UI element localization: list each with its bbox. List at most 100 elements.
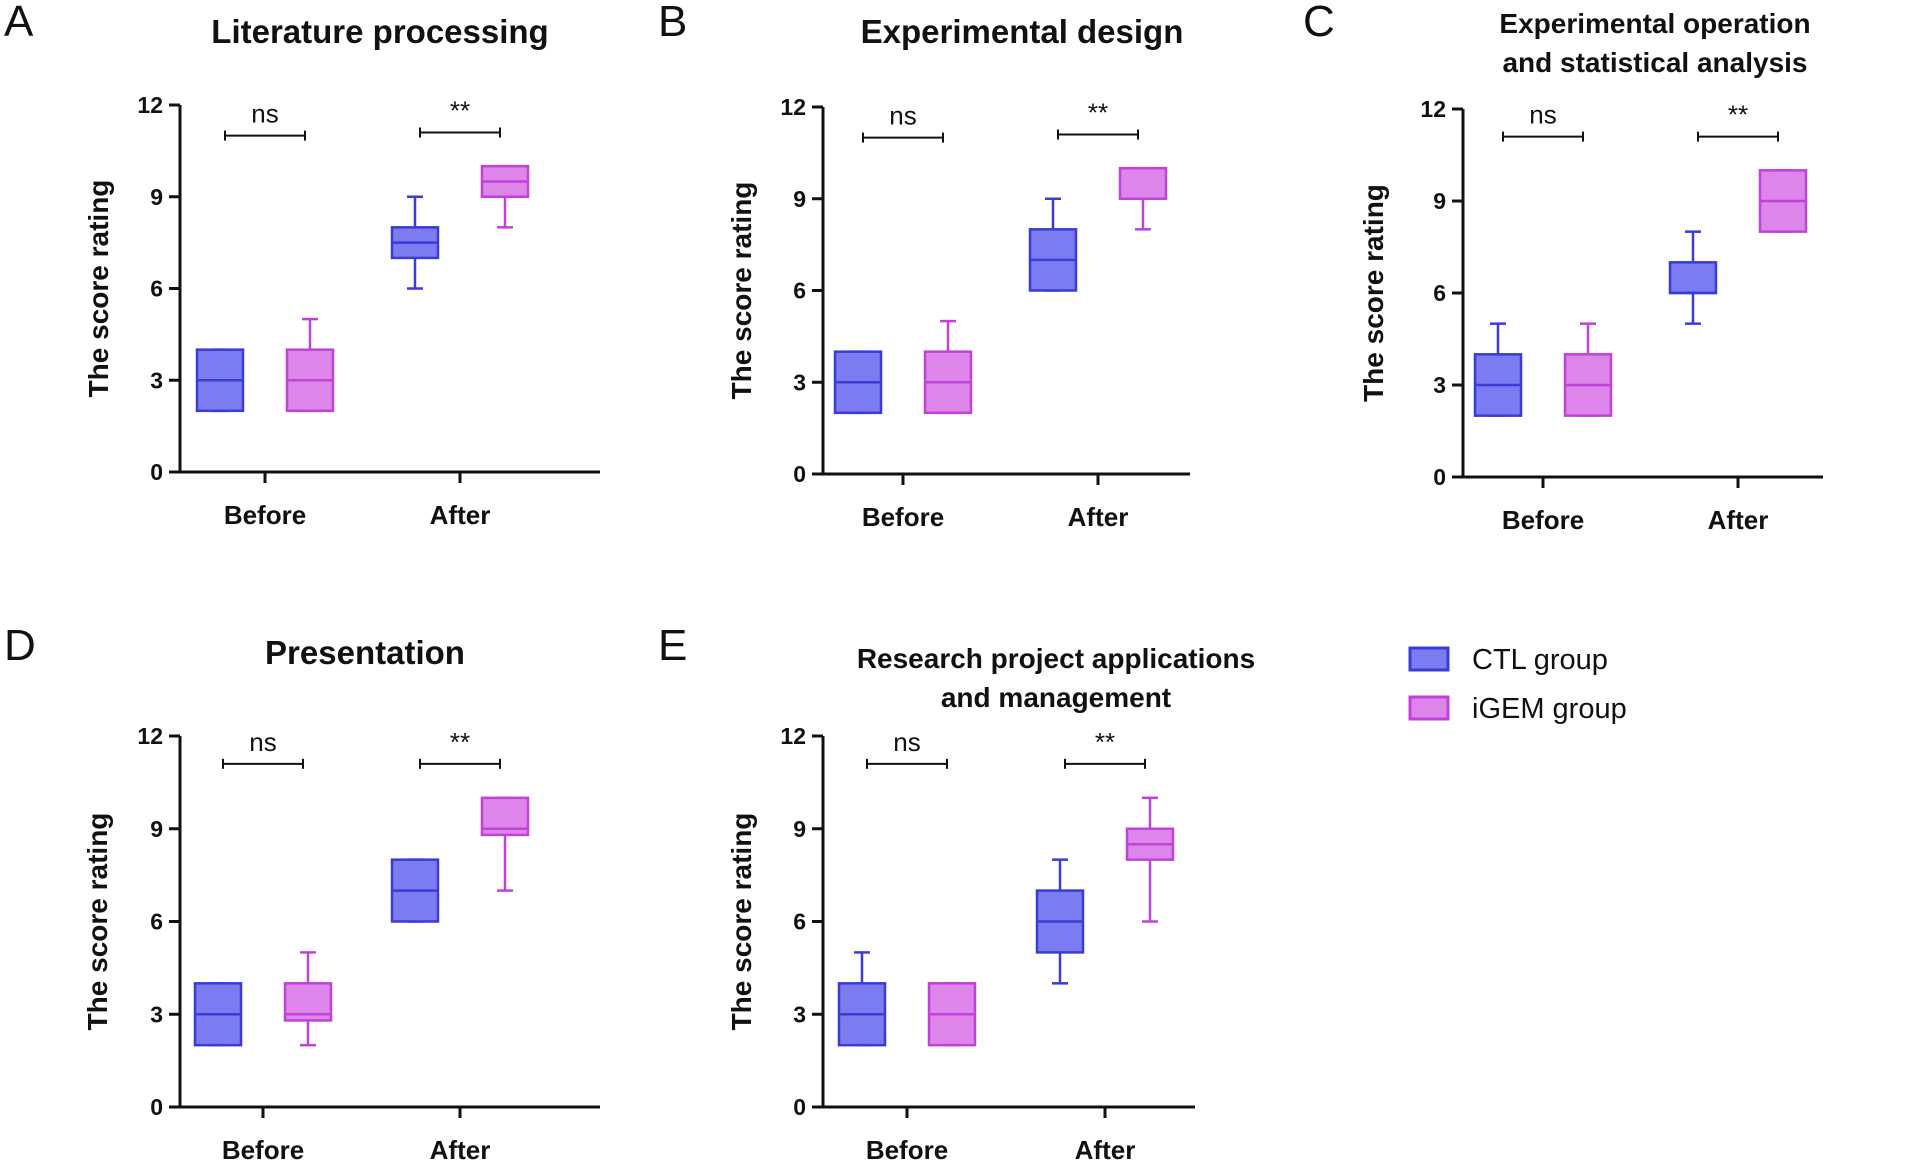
significance-label: **	[1088, 98, 1108, 128]
panel-e: E Research project applications and manage…	[658, 621, 1255, 1165]
chart-title: Literature processing	[211, 13, 548, 50]
panel-a: A Literature processing 0 3 6 9 12 The score ra…	[4, 0, 600, 530]
chart-title: and statistical analysis	[1502, 47, 1807, 78]
x-tick-label: Before	[866, 1135, 948, 1165]
panel-letter: B	[658, 0, 687, 46]
box-igem-before	[1563, 322, 1613, 417]
panel-letter: A	[4, 0, 34, 46]
x-tick-label: Before	[224, 500, 306, 530]
box-igem-after	[480, 164, 530, 229]
box-ctl-after	[390, 195, 440, 290]
significance-before: ns	[222, 727, 304, 769]
y-tick-label: 0	[1433, 464, 1446, 490]
y-axis-label: The score rating	[1358, 184, 1389, 402]
box-ctl-after	[1668, 230, 1718, 325]
box-igem-after	[1118, 166, 1168, 231]
legend-swatch	[1408, 646, 1450, 672]
chart-title: and management	[941, 682, 1171, 713]
significance-label: **	[450, 96, 470, 126]
significance-label: **	[450, 727, 470, 757]
y-tick-label: 12	[780, 723, 806, 749]
x-tick-label: After	[430, 1135, 491, 1165]
y-tick-label: 12	[1420, 96, 1446, 122]
y-tick-label: 12	[137, 92, 163, 118]
y-axis-label: The score rating	[83, 180, 114, 398]
y-tick-label: 9	[150, 816, 163, 842]
significance-after: **	[1697, 100, 1779, 142]
y-tick-label: 3	[150, 1001, 163, 1027]
legend: CTL group iGEM group	[1408, 644, 1627, 725]
box-ctl-after	[1028, 197, 1078, 292]
significance-label: ns	[251, 99, 278, 129]
panel-d: D Presentation 0 3 6 9 12 The score rating Befor…	[4, 621, 600, 1165]
y-axis-label: The score rating	[82, 813, 113, 1031]
legend-label: CTL group	[1472, 644, 1608, 676]
y-tick-label: 6	[150, 276, 163, 302]
y-tick-label: 3	[793, 1001, 806, 1027]
box-ctl-after	[390, 858, 440, 923]
x-tick-label: After	[1068, 502, 1129, 532]
y-tick-label: 9	[793, 186, 806, 212]
significance-label: ns	[249, 727, 276, 757]
y-axis-label: The score rating	[726, 813, 757, 1031]
x-tick-label: After	[430, 500, 491, 530]
panel-letter: D	[4, 621, 36, 670]
box-ctl-before	[195, 348, 245, 413]
legend-item: CTL group	[1408, 644, 1608, 676]
significance-after: **	[1057, 98, 1139, 140]
significance-after: **	[1064, 727, 1146, 769]
significance-before: ns	[866, 727, 948, 769]
significance-after: **	[419, 727, 501, 769]
y-tick-label: 0	[150, 459, 163, 485]
box-igem-after	[1125, 796, 1175, 923]
box-igem-before	[927, 982, 977, 1047]
y-tick-label: 0	[793, 461, 806, 487]
y-tick-label: 6	[793, 278, 806, 304]
y-tick-label: 6	[1433, 280, 1446, 306]
panel-b: B Experimental design 0 3 6 9 12 The score rati…	[658, 0, 1190, 532]
box-ctl-before	[833, 350, 883, 415]
significance-before: ns	[1502, 100, 1584, 142]
significance-label: **	[1728, 100, 1748, 130]
box-ctl-after	[1035, 858, 1085, 985]
significance-before: ns	[862, 101, 944, 143]
panel-letter: C	[1303, 0, 1335, 46]
y-tick-label: 12	[780, 94, 806, 120]
x-tick-label: Before	[1502, 505, 1584, 535]
significance-label: ns	[893, 727, 920, 757]
chart-title: Presentation	[265, 634, 465, 671]
y-tick-label: 0	[150, 1094, 163, 1120]
chart-title: Experimental design	[861, 13, 1184, 50]
x-tick-label: After	[1708, 505, 1769, 535]
y-tick-label: 9	[1433, 188, 1446, 214]
box-ctl-before	[193, 982, 243, 1047]
significance-before: ns	[224, 99, 306, 141]
box-igem-after	[480, 796, 530, 892]
box	[1668, 261, 1718, 295]
y-tick-label: 3	[150, 367, 163, 393]
box-igem-before	[923, 319, 973, 415]
box	[1118, 166, 1168, 201]
y-tick-label: 6	[793, 909, 806, 935]
box-ctl-before	[837, 951, 887, 1047]
x-tick-label: Before	[222, 1135, 304, 1165]
y-tick-label: 12	[137, 723, 163, 749]
significance-label: ns	[1529, 100, 1556, 130]
panel-letter: E	[658, 621, 687, 670]
y-tick-label: 3	[793, 369, 806, 395]
legend-swatch	[1408, 695, 1450, 721]
y-tick-label: 0	[793, 1094, 806, 1120]
box-igem-before	[283, 951, 333, 1047]
x-tick-label: Before	[862, 502, 944, 532]
chart-title: Research project applications	[857, 643, 1255, 674]
y-tick-label: 3	[1433, 372, 1446, 398]
y-tick-label: 6	[150, 909, 163, 935]
y-tick-label: 9	[150, 184, 163, 210]
y-axis-label: The score rating	[726, 182, 757, 400]
significance-label: ns	[889, 101, 916, 131]
panel-c: C Experimental operation and statistical a…	[1303, 0, 1823, 535]
significance-label: **	[1095, 727, 1115, 757]
box-ctl-before	[1473, 322, 1523, 417]
legend-label: iGEM group	[1472, 693, 1627, 725]
